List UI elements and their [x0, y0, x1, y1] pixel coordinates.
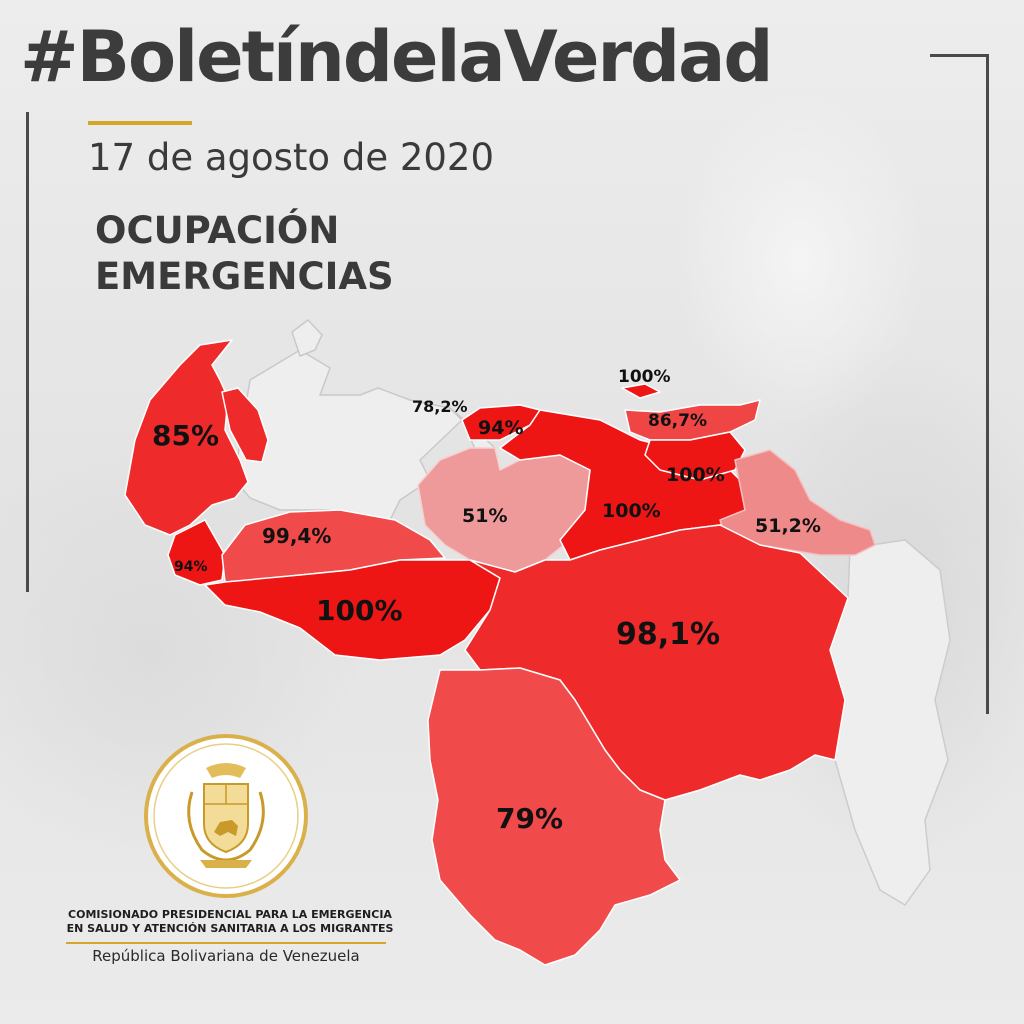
region-nueva-esparta: [621, 383, 661, 399]
label-bolivar: 98,1%: [616, 617, 720, 652]
label-falcon-lara-area: 78,2%: [412, 397, 468, 416]
frame-line-left: [26, 112, 29, 592]
label-sucre: 86,7%: [648, 411, 707, 431]
region-sucre: [624, 399, 761, 441]
region-essequibo: [829, 539, 951, 906]
label-delta-amacuro: 51,2%: [755, 515, 821, 537]
venezuela-coat-of-arms-seal-icon: [144, 734, 308, 898]
agency-line-1: COMISIONADO PRESIDENCIAL PARA LA EMERGEN…: [68, 908, 392, 921]
label-carabobo-aragua: 94%: [478, 417, 523, 439]
report-date: 17 de agosto de 2020: [88, 136, 495, 179]
label-zulia: 85%: [152, 419, 219, 452]
frame-line-right: [986, 54, 989, 714]
hashtag-title: #BoletíndelaVerdad: [20, 16, 773, 98]
label-monagas: 100%: [666, 464, 725, 486]
region-amazonas: [427, 667, 681, 966]
region-tachira: [167, 519, 226, 586]
label-tachira: 94%: [174, 559, 208, 575]
label-amazonas: 79%: [496, 802, 563, 835]
subtitle-line-1: OCUPACIÓN: [95, 209, 340, 252]
label-anzoategui: 100%: [602, 500, 661, 522]
region-monagas: [644, 431, 746, 481]
frame-line-top: [930, 54, 988, 57]
agency-name: COMISIONADO PRESIDENCIAL PARA LA EMERGEN…: [65, 908, 395, 936]
gold-accent-bar: [88, 121, 192, 125]
label-apure: 100%: [316, 594, 403, 627]
region-zulia: [124, 339, 249, 536]
region-paraguana: [291, 319, 323, 357]
region-falcon-lara-andes: [234, 349, 463, 521]
agency-line-2: EN SALUD Y ATENCIÓN SANITARIA A LOS MIGR…: [66, 922, 394, 935]
region-apure: [204, 559, 501, 661]
country-name: República Bolivariana de Venezuela: [92, 947, 360, 965]
region-lake-maracaibo-east-shore: [221, 387, 269, 463]
footer-gold-rule: [66, 942, 386, 944]
label-guarico: 51%: [462, 505, 507, 527]
label-barinas-portuguesa: 99,4%: [262, 524, 331, 548]
report-subtitle: OCUPACIÓN EMERGENCIAS: [95, 208, 394, 300]
subtitle-line-2: EMERGENCIAS: [95, 255, 394, 298]
label-nueva-esparta: 100%: [618, 367, 671, 387]
